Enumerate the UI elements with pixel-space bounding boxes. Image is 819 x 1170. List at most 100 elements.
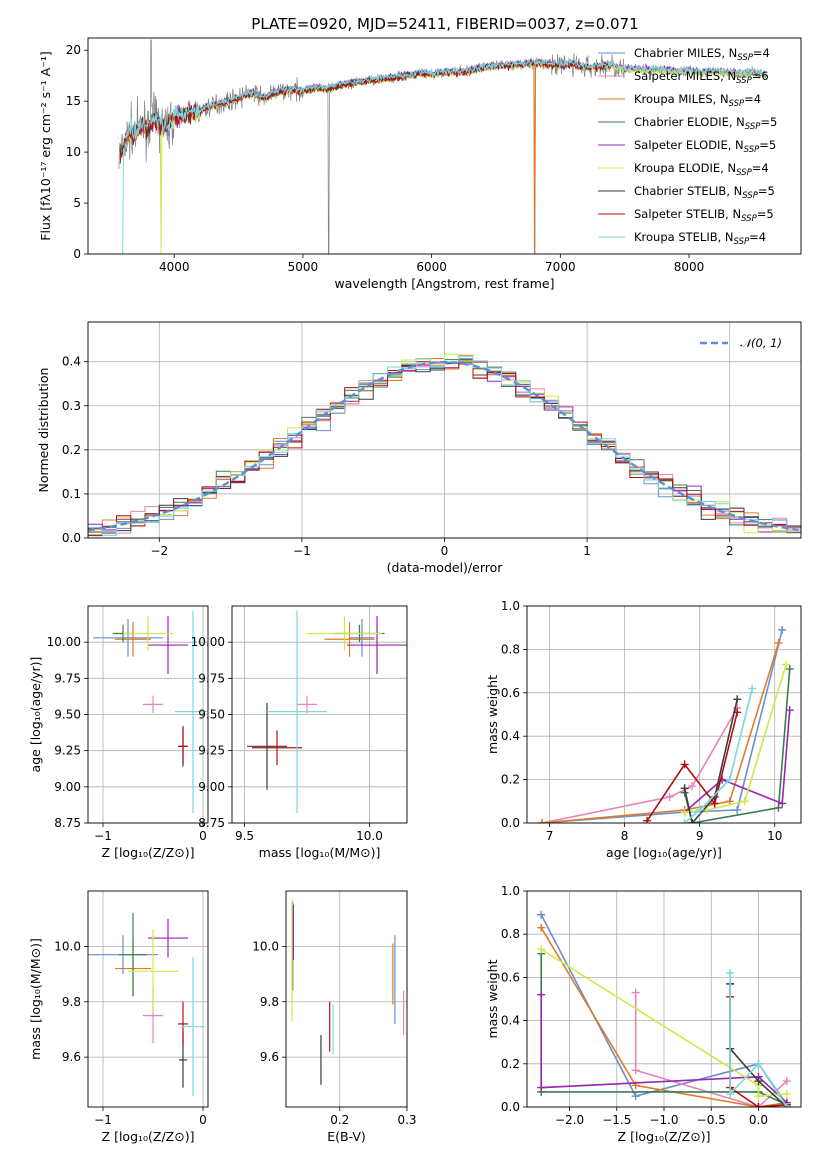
tick-label-y: 0.4 [501,729,520,743]
tick-label-x: 9.5 [235,829,254,843]
tick-label-y: 9.00 [54,780,81,794]
plot-area [93,610,208,813]
tick-label-y: 5 [73,196,81,210]
y-axis-label: Normed distribution [36,368,51,493]
weight-line [684,710,791,813]
errorbar-point [252,730,302,766]
legend-tail: =5 [759,138,776,152]
tick-label-x: −1 [94,1113,112,1127]
legend-sub: SSP [744,145,760,155]
legend-name: Chabrier STELIB, N [634,184,742,198]
axes-frame [526,605,802,824]
errorbar-point [148,918,188,958]
plot-area [88,913,205,1096]
legend-tail: =4 [752,161,769,175]
weight-marker [631,988,640,997]
errorbar-point [128,929,178,1013]
weight-line [540,994,788,1104]
tick-label-y: 9.25 [54,744,81,758]
tick-label-y: 9.6 [260,1050,279,1064]
legend-name: Salpeter MILES, N [634,69,736,83]
tick-label-y: 9.8 [62,995,81,1009]
weight-marker [537,945,546,954]
tick-label-y: 0.8 [501,642,520,656]
legend-label: Salpeter STELIB, NSSP=5 [634,207,774,224]
normal-curve [88,360,799,532]
tick-label-x: 1 [583,544,591,558]
tick-label-x: 0 [199,1113,207,1127]
tick-label-y: 20 [66,43,81,57]
errorbar-point [175,610,208,813]
weight-marker [754,1092,763,1101]
plot-area [118,39,767,254]
tick-label-y: 1.0 [501,884,520,898]
errorbar-point [349,619,375,657]
tick-label-y: 0.3 [62,399,81,413]
tick-label-x: 7000 [545,260,576,274]
weight-marker [688,782,697,791]
weight-marker [537,910,546,919]
tick-label-x: 2 [726,544,734,558]
axes-frame [87,605,209,824]
weight-line [684,688,753,823]
tick-label-y: 1.0 [501,599,520,613]
x-axis-label: Z [log₁₀(Z/Z⊙)] [102,845,195,860]
tick-label-x: 7 [546,829,554,843]
plot-area [291,899,405,1085]
legend-label: Kroupa STELIB, NSSP=4 [634,230,766,247]
tick-label-x: −2 [150,544,168,558]
tick-label-x: 0.0 [749,1113,768,1127]
weight-line [541,629,783,823]
tick-label-y: 9.8 [260,995,279,1009]
tick-label-y: 0 [73,247,81,261]
errorbar-point [297,695,317,714]
errorbar-point [247,702,287,790]
panel-weight_vs_Z: −2.0 −1.5 −1.0 −0.5 0.0 0.0 0.2 0.4 0.6 0.8 1.0 Z [… [485,884,802,1144]
legend-label: Chabrier STELIB, NSSP=5 [634,184,775,201]
weight-marker [680,808,689,817]
x-axis-label: Z [log₁₀(Z/Z⊙)] [618,1129,711,1144]
tick-label-x: 8000 [674,260,705,274]
tick-label-x: −1.0 [649,1113,678,1127]
tick-label-y: 10.0 [252,939,279,953]
weight-marker [774,803,783,812]
residual-histogram [88,356,801,536]
weight-marker [782,1077,791,1086]
axes-frame [87,37,802,255]
tick-label-y: 9.75 [198,671,225,685]
weight-marker [680,784,689,793]
tick-label-x: −1 [293,544,311,558]
legend-sub: SSP [742,191,758,201]
errorbar-point [93,619,163,657]
weight-marker [680,760,689,769]
tick-label-x: −2.0 [555,1113,584,1127]
weight-marker [643,816,652,823]
tick-label-y: 0.4 [62,355,81,369]
tick-label-x: 10 [767,829,782,843]
legend-tail: =4 [753,46,770,60]
legend-label: Kroupa MILES, NSSP=4 [634,92,761,109]
errorbar-point [115,621,151,657]
errorbar-point [181,957,205,1096]
errorbar-point [178,1001,188,1047]
weight-marker [665,792,674,801]
weight-marker [537,1083,546,1092]
tick-label-y: 0.6 [501,686,520,700]
tick-label-y: 15 [66,94,81,108]
legend-name: Salpeter ELODIE, N [634,138,744,152]
tick-label-y: 0.0 [501,816,520,830]
legend-label: Chabrier ELODIE, NSSP=5 [634,115,777,132]
errorbar-point [148,616,188,674]
plot-area [88,353,801,537]
weight-marker [695,805,704,814]
tick-label-y: 10.00 [191,635,225,649]
weight-marker [725,775,734,784]
weight-marker [785,706,794,715]
tick-label-x: 0.2 [330,1113,349,1127]
weight-marker [778,625,787,634]
weight-marker [782,1090,791,1099]
weight-line [684,664,787,813]
legend-label: 𝒩(0, 1) [740,336,782,350]
panel-weight_vs_age: 7 8 9 10 0.0 0.2 0.4 0.6 0.8 1.0 age [log₁₀(age/yr… [485,599,802,860]
legend-sub: SSP [736,76,752,86]
